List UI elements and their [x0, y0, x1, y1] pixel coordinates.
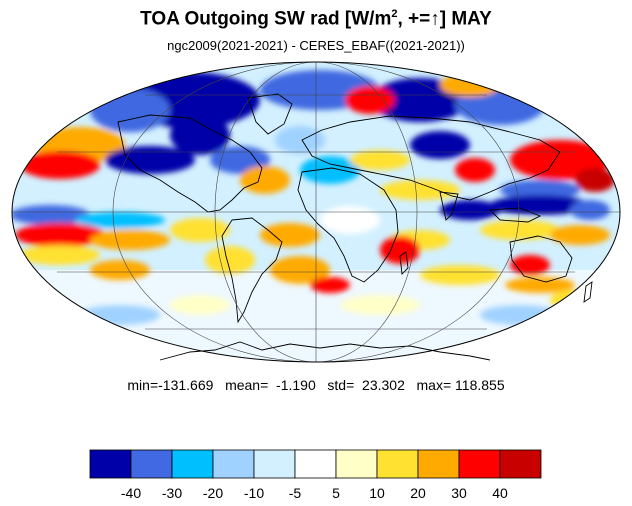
title-superscript: 2: [391, 8, 398, 20]
title-main: TOA Outgoing SW rad [W/m: [140, 8, 392, 30]
colorbar-swatch: [376, 449, 419, 479]
colorbar-swatch: [253, 449, 296, 479]
chart-title: TOA Outgoing SW rad [W/m2, +=↑] MAY: [0, 8, 632, 30]
colorbar-tick-label: 40: [492, 485, 508, 501]
colorbar-swatch: [335, 449, 378, 479]
map-border: [11, 61, 621, 363]
colorbar-swatch: [294, 449, 337, 479]
colorbar-swatch: [171, 449, 214, 479]
colorbar-tick-label: -20: [202, 485, 224, 501]
colorbar-tick-label: 10: [369, 485, 385, 501]
colorbar-swatch: [458, 449, 501, 479]
title-rest: , +=↑] MAY: [397, 8, 492, 30]
colorbar-tick-label: 5: [332, 485, 340, 501]
colorbar-tick-label: -40: [120, 485, 142, 501]
chart-subtitle: ngc2009(2021-2021) - CERES_EBAF((2021-20…: [167, 38, 465, 53]
colorbar-tick-label: 20: [410, 485, 426, 501]
colorbar-swatch: [130, 449, 173, 479]
coastlines: [117, 93, 593, 361]
graticule: [12, 61, 620, 363]
world-map: [11, 61, 621, 363]
statistics-line: min=-131.669 mean= -1.190 std= 23.302 ma…: [127, 377, 505, 393]
colorbar-swatch: [89, 449, 132, 479]
colorbar-tick-label: -30: [161, 485, 183, 501]
colorbar-tick-label: -10: [243, 485, 265, 501]
colorbar-swatch: [417, 449, 460, 479]
colorbar-tick-label: -5: [288, 485, 302, 501]
colorbar-tick-label: 30: [451, 485, 467, 501]
colorbar-swatch: [212, 449, 255, 479]
colorbar: [89, 449, 542, 479]
colorbar-swatch: [499, 449, 542, 479]
